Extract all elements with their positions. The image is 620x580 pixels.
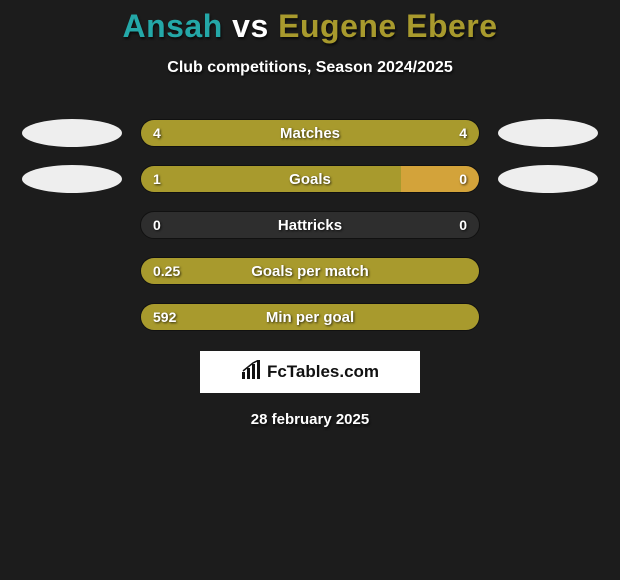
player2-badge (498, 119, 598, 147)
bar-value-left: 0 (153, 212, 161, 238)
player2-name: Eugene Ebere (278, 8, 497, 44)
date-line: 28 february 2025 (0, 411, 620, 428)
comparison-card: Ansah vs Eugene Ebere Club competitions,… (0, 0, 620, 428)
stat-row: 0 0Hattricks (0, 211, 620, 239)
vs-text: vs (232, 8, 269, 44)
stat-bar: 592Min per goal (140, 303, 480, 331)
bar-left-fill (141, 258, 479, 284)
bars-section: 44Matches 10Goals 0 0Hattricks 0.25Goals per… (0, 119, 620, 331)
bar-right-fill (401, 166, 479, 192)
player2-badge (498, 165, 598, 193)
stat-row: 44Matches (0, 119, 620, 147)
stat-row: 0.25Goals per match (0, 257, 620, 285)
logo-chart-icon (241, 360, 263, 385)
logo-box[interactable]: FcTables.com (200, 351, 420, 393)
stat-row: 10Goals (0, 165, 620, 193)
stat-bar: 0 0Hattricks (140, 211, 480, 239)
bar-value-right: 0 (459, 212, 467, 238)
bar-left-fill (141, 120, 310, 146)
bar-label: Hattricks (141, 212, 479, 238)
stat-row: 592Min per goal (0, 303, 620, 331)
bar-left-fill (141, 304, 479, 330)
subtitle: Club competitions, Season 2024/2025 (0, 59, 620, 77)
player1-name: Ansah (122, 8, 222, 44)
bar-left-fill (141, 166, 401, 192)
stat-bar: 0.25Goals per match (140, 257, 480, 285)
stat-bar: 44Matches (140, 119, 480, 147)
player1-badge (22, 119, 122, 147)
player1-badge (22, 165, 122, 193)
page-title: Ansah vs Eugene Ebere (0, 8, 620, 45)
stat-bar: 10Goals (140, 165, 480, 193)
bar-right-fill (310, 120, 479, 146)
logo-text: FcTables.com (267, 362, 379, 382)
